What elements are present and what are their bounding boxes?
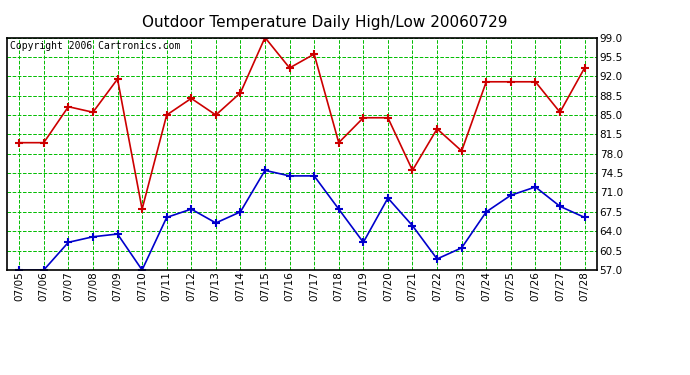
Text: Outdoor Temperature Daily High/Low 20060729: Outdoor Temperature Daily High/Low 20060… <box>141 15 507 30</box>
Text: Copyright 2006 Cartronics.com: Copyright 2006 Cartronics.com <box>10 41 180 51</box>
